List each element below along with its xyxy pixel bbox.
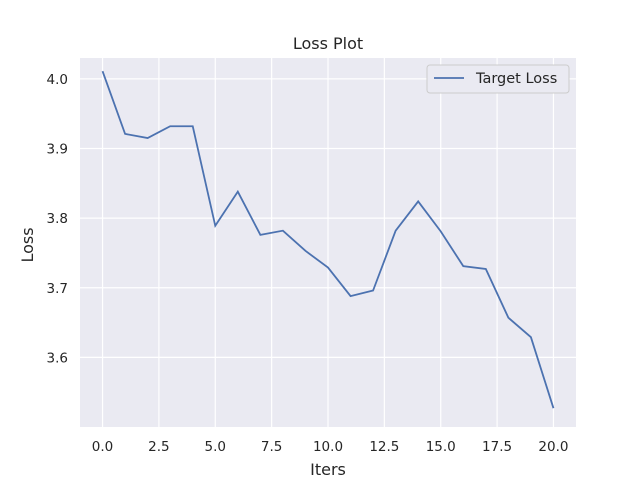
chart-title: Loss Plot (293, 34, 363, 53)
x-tick-label: 15.0 (426, 439, 456, 455)
y-gridlines (80, 78, 576, 358)
x-gridlines (101, 58, 555, 427)
legend-label: Target Loss (475, 71, 557, 87)
x-tick-label: 20.0 (538, 439, 568, 455)
x-tick-label: 17.5 (482, 439, 512, 455)
legend-box (426, 64, 570, 94)
target-loss-line (101, 70, 555, 409)
y-axis-label: Loss (18, 227, 37, 262)
legend: Target Loss (426, 64, 570, 94)
x-axis-label: Iters (310, 460, 346, 479)
x-tick-label: 10.0 (313, 439, 343, 455)
y-tick-labels: 3.6 3.7 3.8 3.9 4.0 (47, 72, 68, 366)
x-tick-labels: 0.0 2.5 5.0 7.5 10.0 12.5 15.0 17.5 20.0 (92, 439, 569, 455)
x-tick-label: 7.5 (261, 439, 282, 455)
x-tick-label: 5.0 (205, 439, 226, 455)
y-tick-label: 4.0 (47, 72, 68, 88)
x-tick-label: 0.0 (92, 439, 113, 455)
y-tick-label: 3.7 (47, 281, 68, 297)
y-tick-label: 3.6 (47, 350, 68, 366)
x-tick-label: 2.5 (148, 439, 169, 455)
x-tick-label: 12.5 (369, 439, 399, 455)
y-tick-label: 3.9 (47, 142, 68, 158)
y-tick-label: 3.8 (47, 211, 68, 227)
